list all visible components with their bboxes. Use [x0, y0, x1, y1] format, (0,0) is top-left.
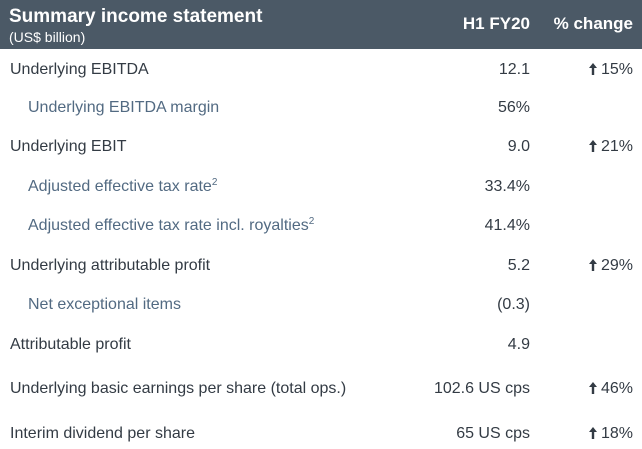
table-row: Underlying basic earnings per share (tot… — [0, 374, 642, 404]
up-arrow-icon — [588, 382, 597, 394]
table-row: Underlying EBIT 9.0 21% — [0, 132, 642, 162]
row-label: Adjusted effective tax rate incl. royalt… — [28, 216, 314, 236]
row-change: 21% — [588, 137, 633, 157]
row-value: 102.6 US cps — [433, 380, 530, 397]
table-subtitle: (US$ billion) — [9, 29, 86, 45]
table-row: Adjusted effective tax rate incl. royalt… — [0, 211, 642, 241]
row-change: 18% — [588, 424, 633, 444]
row-label-text: Adjusted effective tax rate incl. royalt… — [28, 217, 309, 234]
table-row: Interim dividend per share 65 US cps 18% — [0, 419, 642, 449]
row-value: 65 US cps — [456, 425, 530, 442]
footnote-marker: 2 — [308, 216, 315, 227]
row-value: 33.4% — [484, 178, 530, 195]
table-row: Underlying EBITDA margin 56% — [0, 93, 642, 123]
up-arrow-icon — [588, 259, 597, 271]
table-row: Attributable profit 4.9 — [0, 330, 642, 360]
table-row: Underlying attributable profit 5.2 29% — [0, 251, 642, 281]
column-header-period: H1 FY20 — [462, 14, 530, 33]
table-row: Adjusted effective tax rate2 33.4% — [0, 172, 642, 202]
table-title: Summary income statement — [9, 6, 263, 27]
row-change-value: 46% — [600, 380, 633, 397]
row-label: Interim dividend per share — [10, 425, 195, 442]
row-label: Attributable profit — [10, 336, 131, 353]
up-arrow-icon — [588, 140, 597, 152]
row-label: Net exceptional items — [28, 296, 181, 313]
row-change-value: 18% — [600, 425, 633, 442]
up-arrow-icon — [588, 427, 597, 439]
table-header: Summary income statement (US$ billion) H… — [0, 0, 642, 49]
row-change-value: 29% — [600, 257, 633, 274]
table-row: Net exceptional items (0.3) — [0, 290, 642, 320]
row-label-text: Adjusted effective tax rate — [28, 178, 212, 195]
row-label: Underlying EBITDA — [10, 61, 149, 78]
row-value: 5.2 — [507, 257, 530, 274]
row-label: Underlying attributable profit — [10, 257, 211, 274]
footnote-marker: 2 — [211, 177, 218, 188]
row-change-value: 21% — [600, 138, 633, 155]
row-value: 4.9 — [507, 336, 530, 353]
row-value: 12.1 — [498, 61, 530, 78]
row-change: 15% — [588, 60, 633, 80]
row-label: Underlying EBIT — [10, 138, 127, 155]
up-arrow-icon — [588, 63, 597, 75]
row-change: 46% — [588, 379, 633, 399]
row-value: 41.4% — [484, 217, 530, 234]
row-label: Adjusted effective tax rate2 — [28, 177, 217, 197]
table-row: Underlying EBITDA 12.1 15% — [0, 55, 642, 85]
row-value: 56% — [497, 99, 530, 116]
row-value: (0.3) — [497, 296, 530, 313]
row-label: Underlying EBITDA margin — [28, 99, 220, 116]
row-change: 29% — [588, 256, 633, 276]
row-label: Underlying basic earnings per share (tot… — [10, 380, 347, 397]
column-header-change: % change — [553, 14, 633, 33]
row-value: 9.0 — [507, 138, 530, 155]
row-change-value: 15% — [600, 61, 633, 78]
